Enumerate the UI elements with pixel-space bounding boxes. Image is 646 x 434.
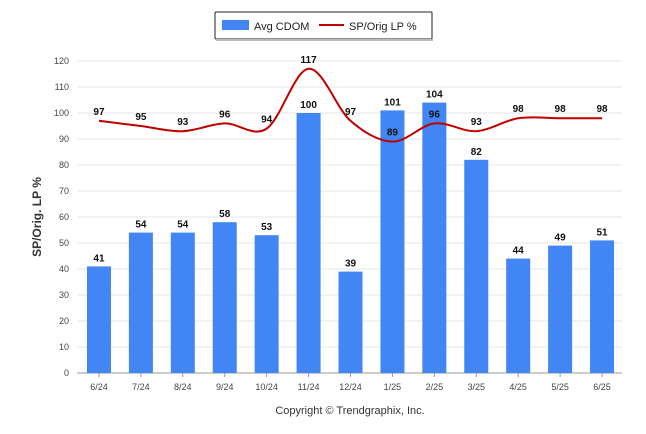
line-value-label: 96 xyxy=(219,109,231,120)
bar xyxy=(506,258,531,373)
bar xyxy=(296,113,321,373)
copyright-credit: Copyright © Trendgraphix, Inc. xyxy=(275,405,424,417)
legend-bar-label: Avg CDOM xyxy=(254,21,309,33)
bar xyxy=(422,102,447,373)
bar-value-label: 51 xyxy=(596,227,608,238)
y-tick-label: 40 xyxy=(59,264,69,274)
bar-value-label: 54 xyxy=(135,220,147,231)
y-tick-label: 80 xyxy=(59,160,69,170)
line-value-label: 93 xyxy=(471,117,483,128)
bar xyxy=(128,232,153,373)
y-axis-title: SP/Orig. LP % xyxy=(30,177,44,257)
bar xyxy=(338,271,363,373)
x-tick-label: 1/25 xyxy=(384,382,402,392)
bar xyxy=(590,240,615,373)
legend-line-label: SP/Orig LP % xyxy=(349,21,417,33)
x-tick-label: 5/25 xyxy=(551,382,569,392)
bar xyxy=(170,232,195,373)
y-tick-label: 0 xyxy=(64,368,69,378)
x-tick-label: 12/24 xyxy=(339,382,362,392)
line-value-label: 94 xyxy=(261,115,273,126)
y-tick-label: 10 xyxy=(59,342,69,352)
line-value-label: 98 xyxy=(513,104,525,115)
line-value-label: 89 xyxy=(387,128,399,139)
legend-shadow xyxy=(216,39,433,41)
bar-value-label: 101 xyxy=(384,97,401,108)
bar-value-label: 82 xyxy=(471,147,483,158)
bar-value-label: 100 xyxy=(300,100,317,111)
legend: Avg CDOM SP/Orig LP % xyxy=(214,11,433,41)
x-tick-label: 2/25 xyxy=(426,382,444,392)
bar-value-label: 53 xyxy=(261,222,273,233)
y-tick-label: 50 xyxy=(59,238,69,248)
line-value-label: 95 xyxy=(135,112,147,123)
bar xyxy=(464,159,489,373)
line-value-label: 98 xyxy=(555,104,567,115)
line-value-label: 97 xyxy=(93,107,105,118)
y-tick-label: 100 xyxy=(54,108,69,118)
line-value-label: 97 xyxy=(345,107,357,118)
bar xyxy=(86,266,111,373)
bar xyxy=(254,235,279,373)
bar-data-labels: 41 54 54 58 53 100 39 101 104 82 44 49 51 xyxy=(93,90,608,270)
y-tick-label: 70 xyxy=(59,186,69,196)
x-tick-label: 3/25 xyxy=(468,382,486,392)
line-value-label: 96 xyxy=(429,109,441,120)
x-axis-ticks: 6/24 7/24 8/24 9/24 10/24 11/24 12/24 1/25 2/25 3… xyxy=(90,373,611,392)
y-tick-label: 120 xyxy=(54,56,69,66)
bar xyxy=(212,222,237,373)
y-axis-ticks: 0 10 20 30 40 50 60 70 80 90 100 110 120 xyxy=(54,56,69,378)
y-tick-label: 20 xyxy=(59,316,69,326)
y-tick-label: 60 xyxy=(59,212,69,222)
bar-value-label: 41 xyxy=(93,253,105,264)
bar-value-label: 49 xyxy=(555,233,567,244)
y-tick-label: 110 xyxy=(55,82,69,92)
line-value-label: 117 xyxy=(301,55,318,66)
sp-orig-lp-line xyxy=(98,67,603,143)
x-tick-label: 6/25 xyxy=(593,382,611,392)
bar-value-label: 44 xyxy=(513,246,525,257)
bar xyxy=(380,110,405,374)
bar xyxy=(548,245,573,373)
line-value-label: 93 xyxy=(177,117,189,128)
bar-value-label: 54 xyxy=(177,220,189,231)
x-tick-label: 8/24 xyxy=(174,382,192,392)
bar-value-label: 58 xyxy=(219,209,231,220)
x-tick-label: 4/25 xyxy=(509,382,527,392)
legend-bar-swatch xyxy=(222,20,249,30)
y-tick-label: 90 xyxy=(59,134,69,144)
bars xyxy=(86,102,615,374)
x-tick-label: 11/24 xyxy=(298,382,320,392)
x-tick-label: 6/24 xyxy=(90,382,108,392)
y-tick-label: 30 xyxy=(59,290,69,300)
bar-value-label: 39 xyxy=(345,259,357,270)
bar-value-label: 104 xyxy=(426,90,443,101)
line-data-labels: 97 95 93 96 94 117 97 89 96 93 98 98 98 xyxy=(93,55,608,139)
line-value-label: 98 xyxy=(596,104,608,115)
x-tick-label: 9/24 xyxy=(216,382,234,392)
x-tick-label: 7/24 xyxy=(132,382,150,392)
x-tick-label: 10/24 xyxy=(255,382,278,392)
